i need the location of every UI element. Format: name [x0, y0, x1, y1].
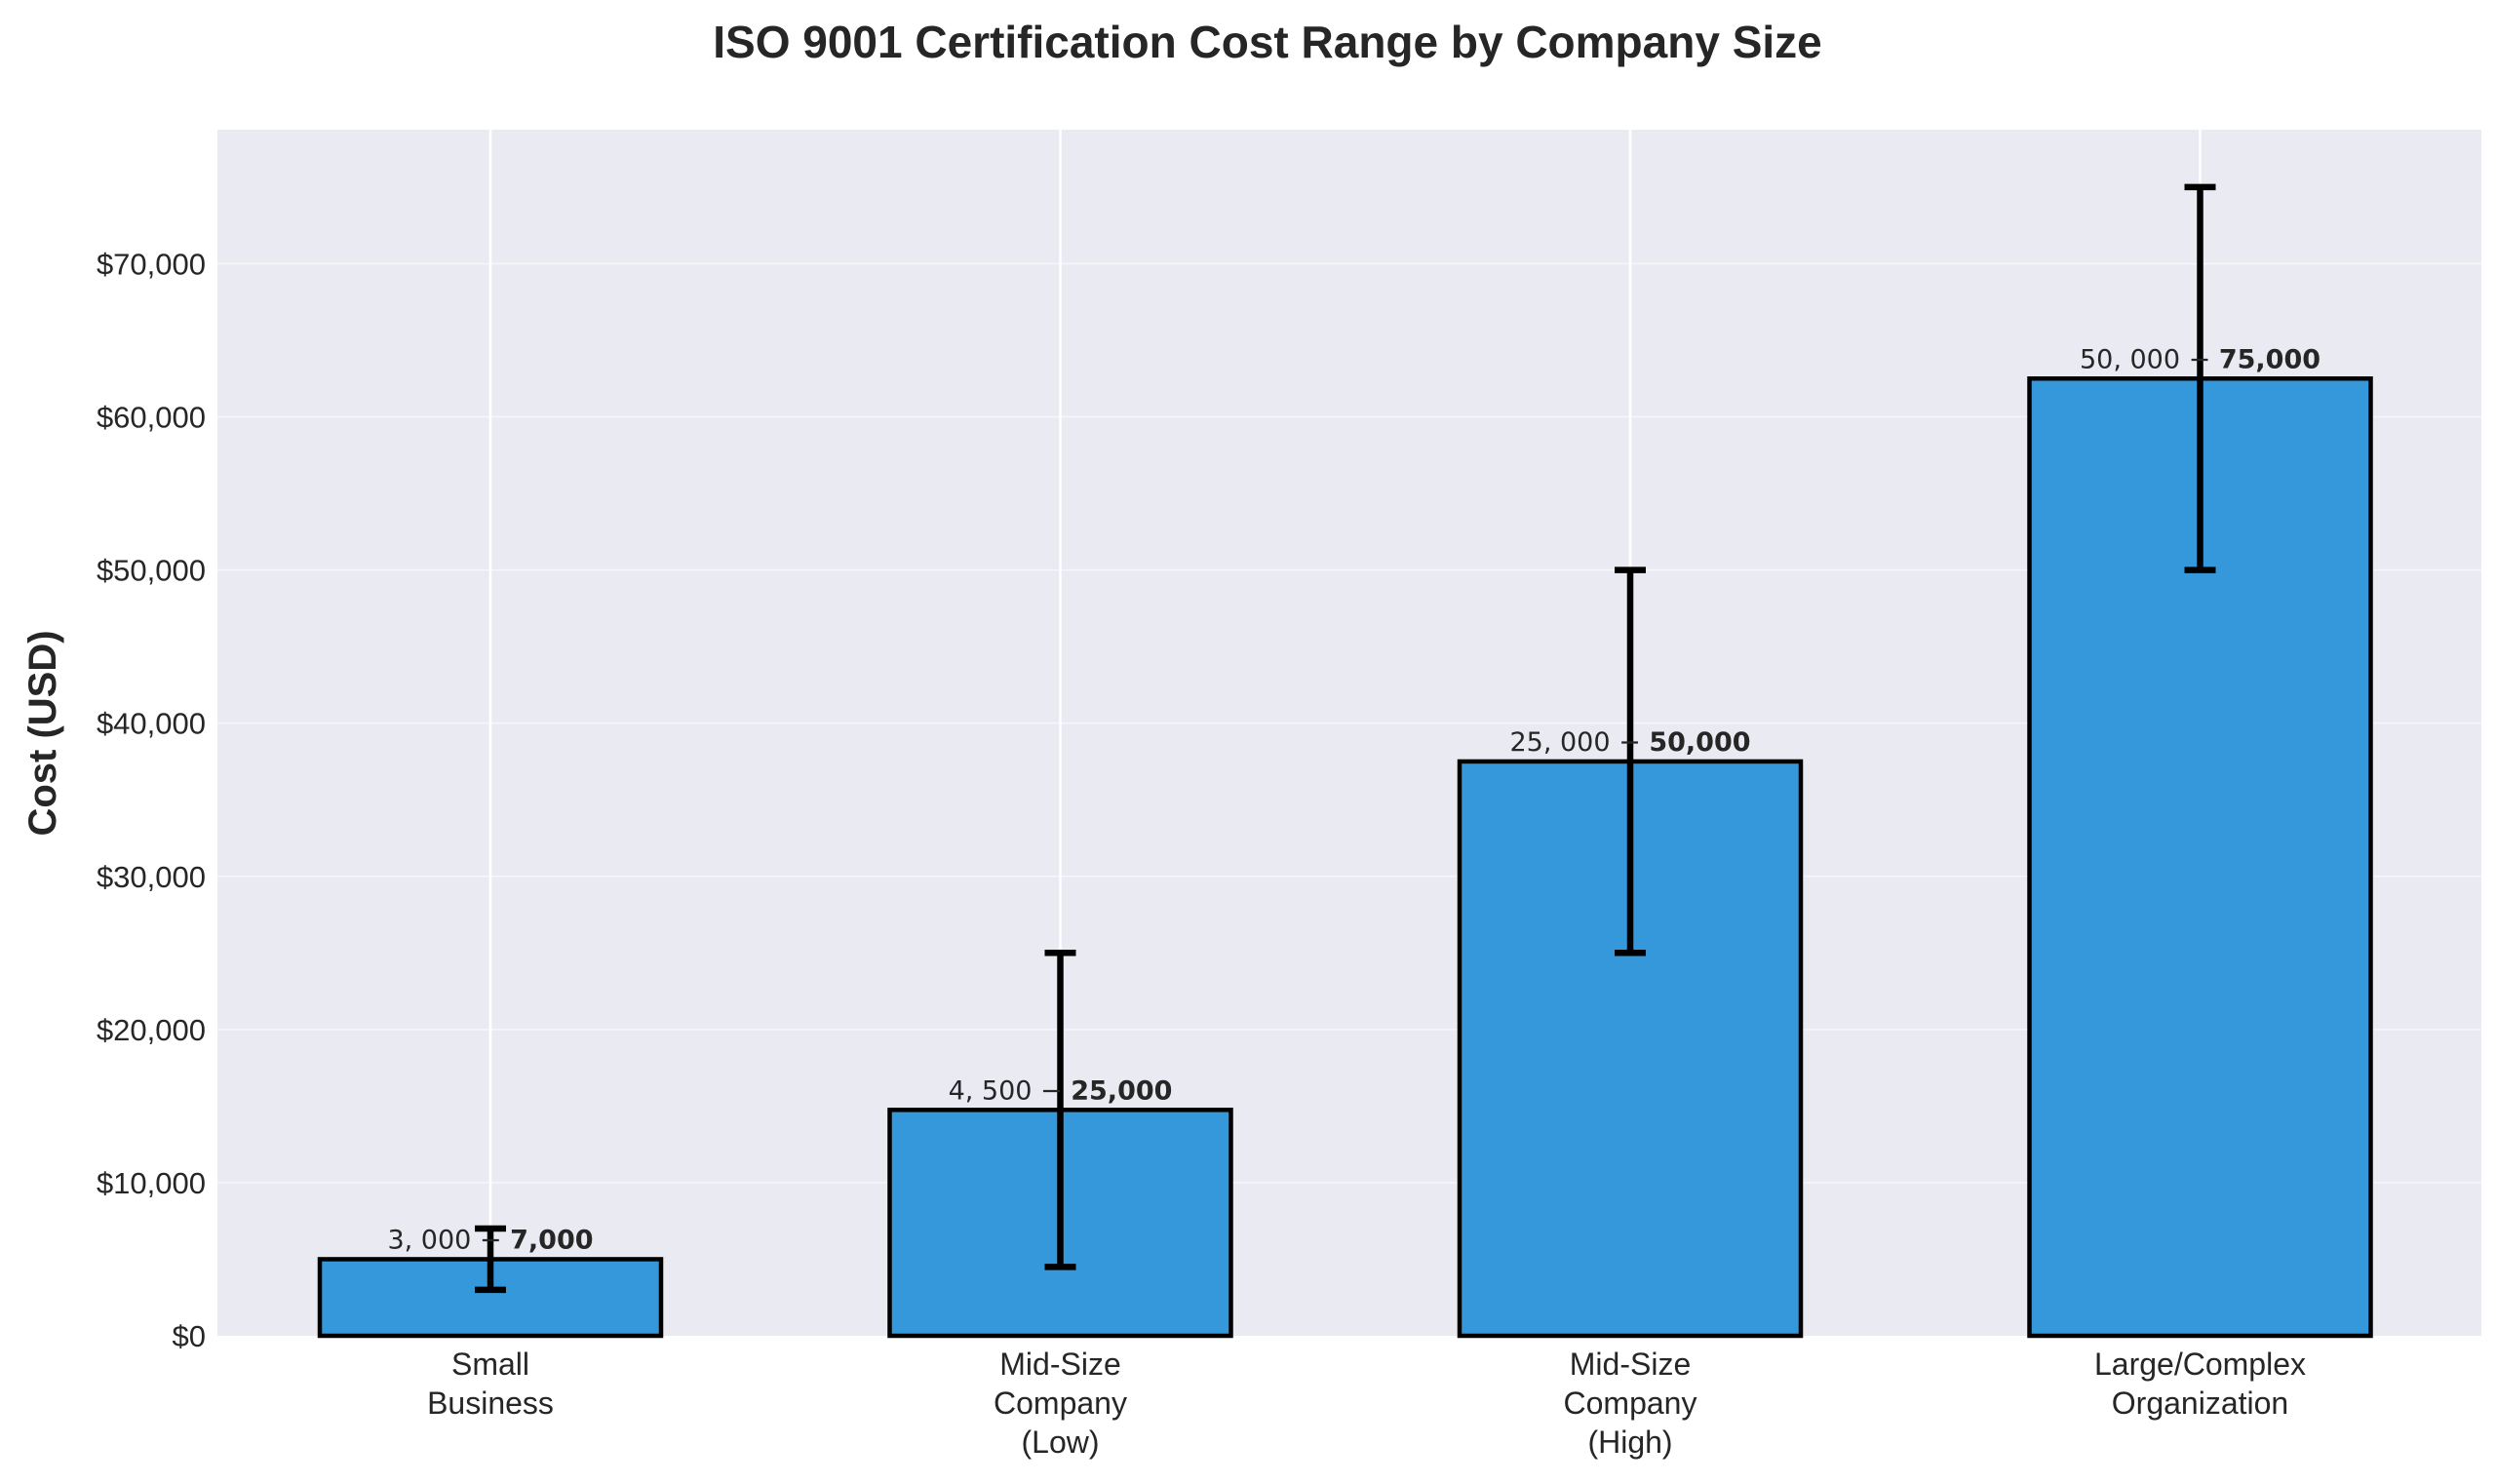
y-tick-label: $50,000: [97, 554, 206, 588]
bars: [317, 376, 2373, 1339]
y-tick-label: $30,000: [97, 860, 206, 894]
data-labels: 3, 000 − 7,000 4, 500 − 25,000 25, 000 − 5…: [387, 344, 2320, 1255]
y-tick-label: $70,000: [97, 247, 206, 281]
error-bar: [1044, 950, 1076, 1270]
error-bar: [2184, 183, 2216, 573]
error-bars: [475, 183, 2216, 1294]
x-tick-labels: Small Business Mid-Size Company (Low) Mid-Siz…: [427, 1347, 2306, 1460]
x-tick-label: Large/Complex Organization: [2094, 1347, 2306, 1421]
error-bar: [1615, 566, 1646, 957]
y-tick-labels: $0 $10,000 $20,000 $30,000 $40,000 $50,000 $60…: [97, 247, 206, 1353]
x-tick-label: Mid-Size Company (High): [1564, 1347, 1697, 1460]
data-label: 25, 000 − 50,000: [1509, 727, 1750, 758]
chart-title: ISO 9001 Certification Cost Range by Com…: [713, 17, 1822, 67]
data-label: 3, 000 − 7,000: [387, 1225, 593, 1255]
y-axis-label: Cost (USD): [21, 630, 64, 836]
y-tick-label: $10,000: [97, 1166, 206, 1200]
data-label: 50, 000 − 75,000: [2080, 344, 2320, 374]
y-tick-label: $40,000: [97, 707, 206, 741]
y-tick-label: $60,000: [97, 401, 206, 435]
x-tick-label: Small Business: [427, 1347, 554, 1421]
y-tick-label: $20,000: [97, 1013, 206, 1047]
bar: [317, 1257, 664, 1339]
y-tick-label: $0: [173, 1319, 206, 1353]
data-label: 4, 500 − 25,000: [949, 1075, 1173, 1106]
error-bar: [475, 1225, 506, 1294]
x-tick-label: Mid-Size Company (Low): [994, 1347, 1127, 1460]
